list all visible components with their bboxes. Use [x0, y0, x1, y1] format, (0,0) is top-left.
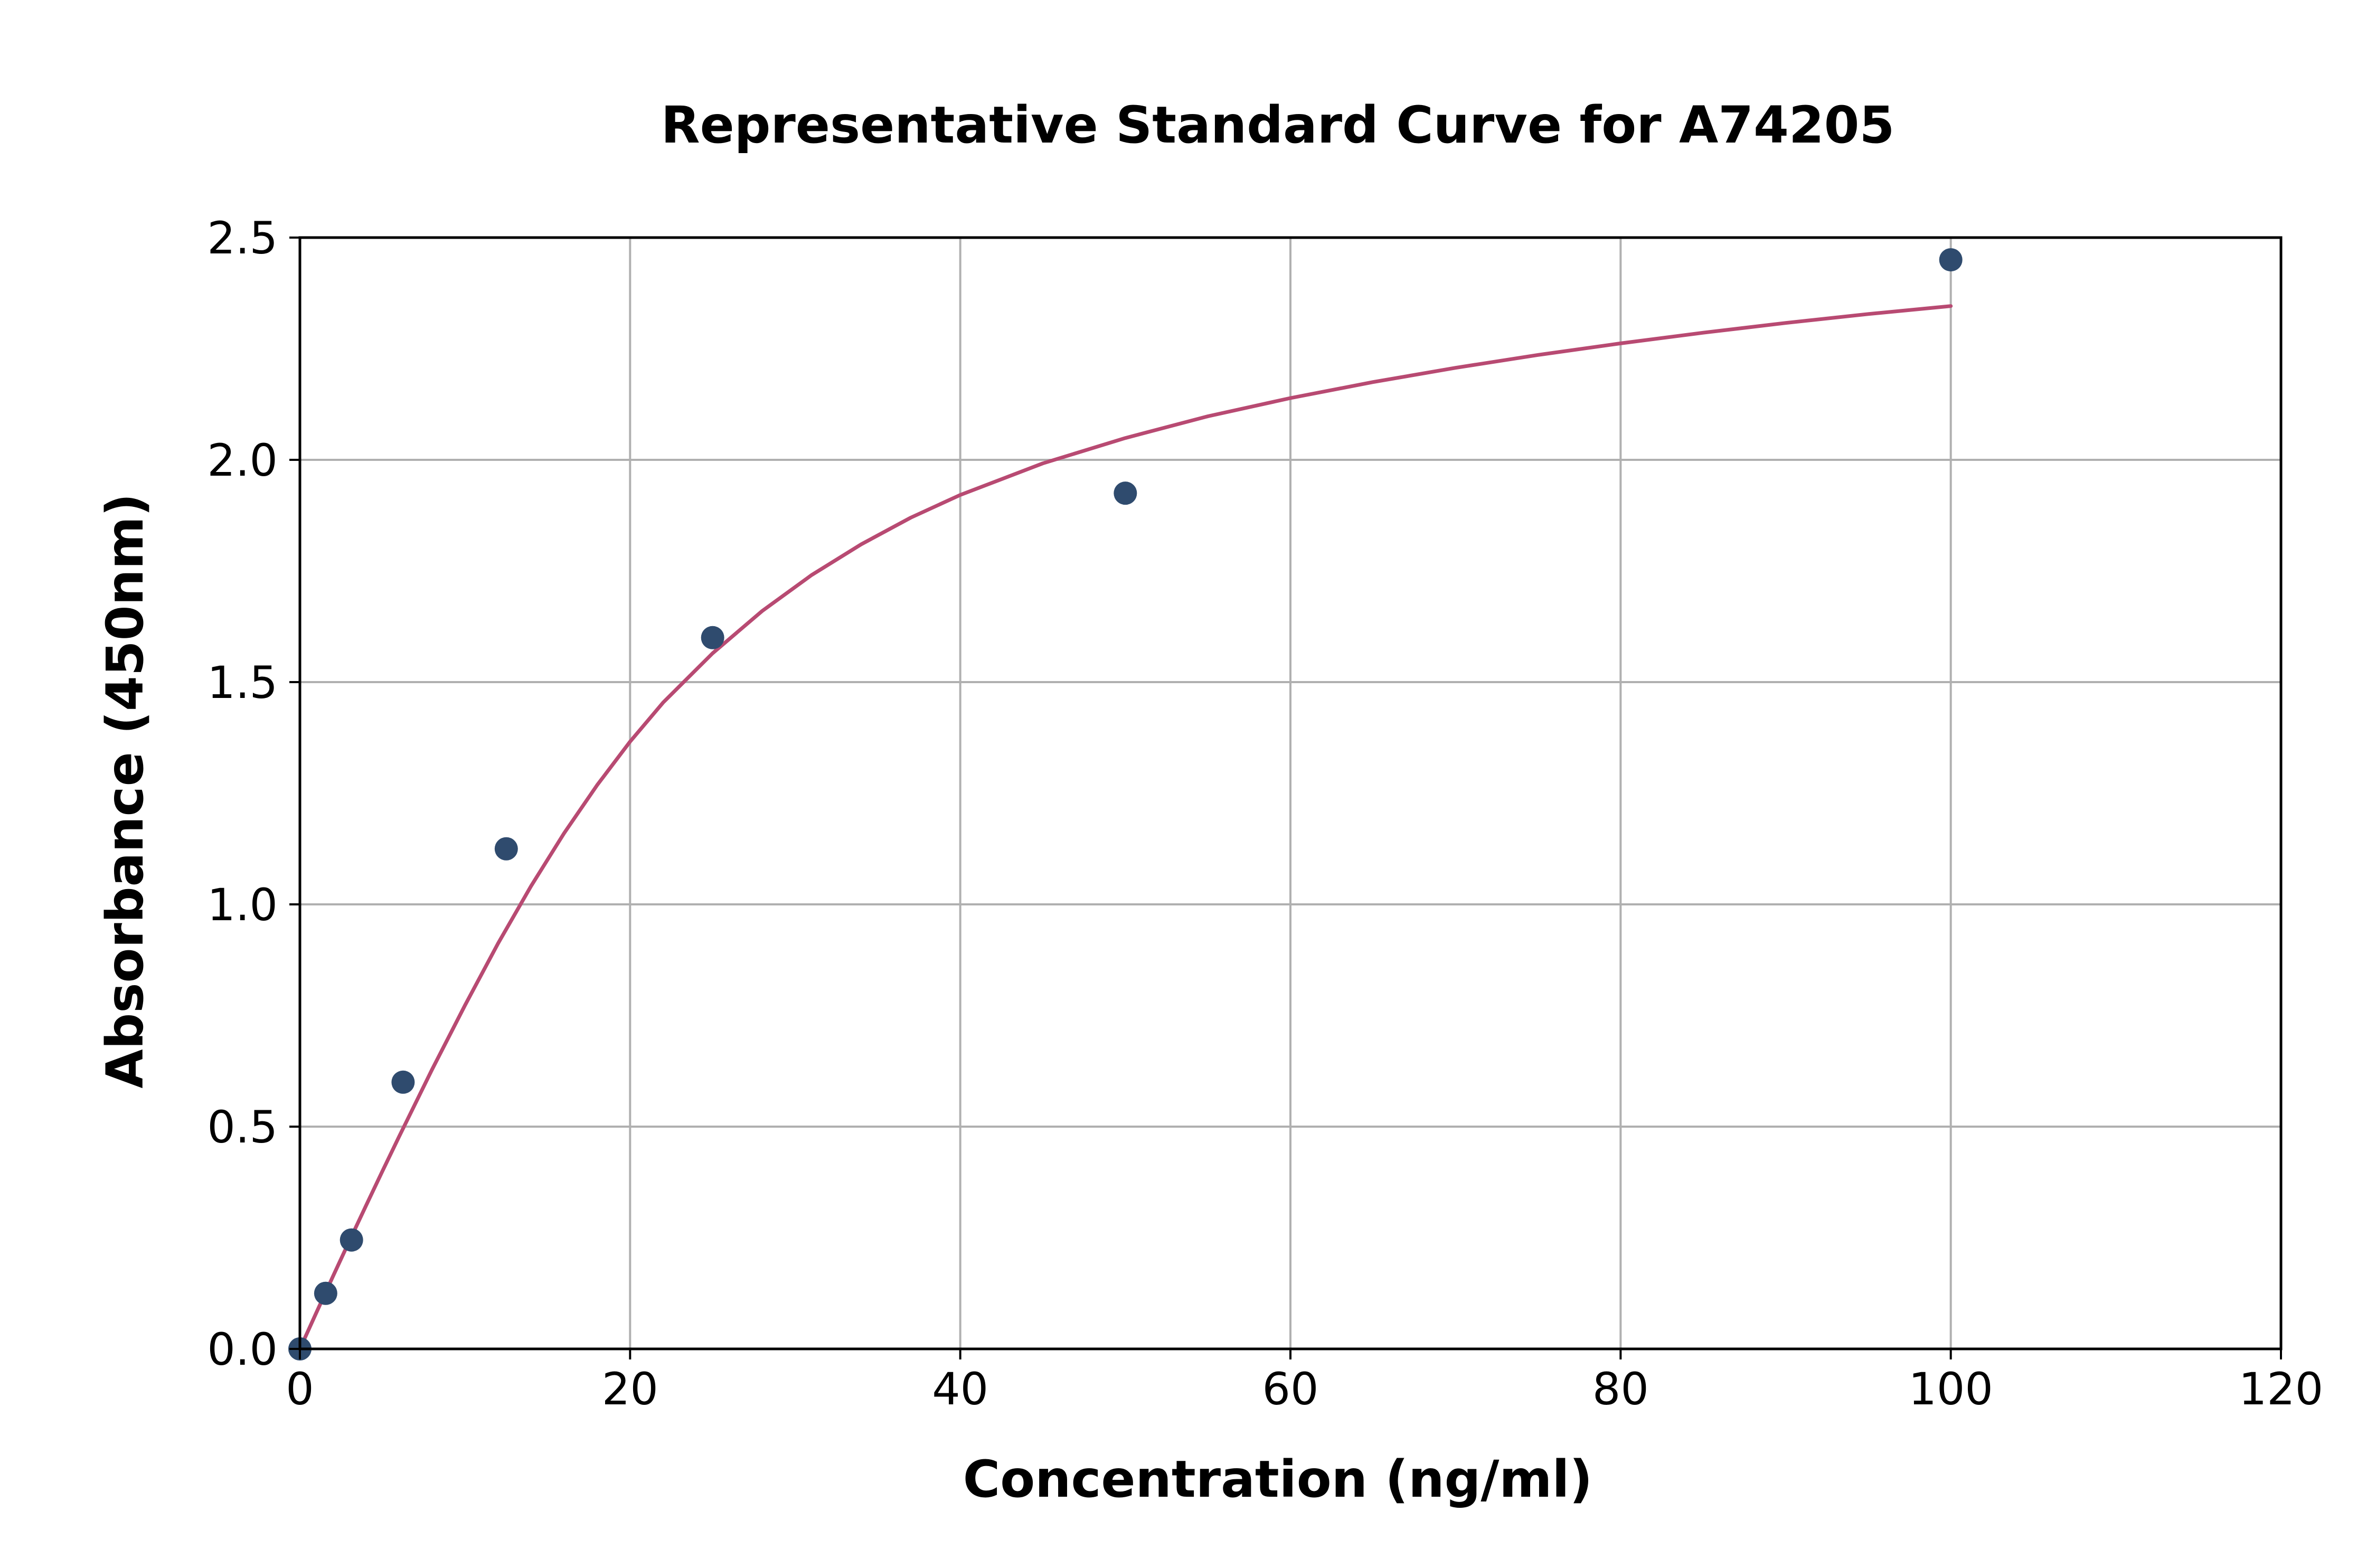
data-points-layer	[288, 248, 1963, 1361]
data-point	[1939, 248, 1963, 272]
data-point	[1114, 481, 1137, 505]
y-tick-label: 0.5	[207, 1101, 278, 1153]
x-tick-label: 100	[1908, 1363, 1993, 1415]
x-axis-label: Concentration (ng/ml)	[963, 1450, 1592, 1509]
data-point	[314, 1281, 337, 1305]
data-point	[340, 1228, 363, 1252]
fitted-curve-layer	[298, 304, 1953, 1351]
chart-title: Representative Standard Curve for A74205	[661, 96, 1895, 155]
y-tick-label: 2.5	[207, 212, 278, 264]
x-tick-label: 120	[2239, 1363, 2323, 1415]
data-point	[391, 1070, 415, 1094]
y-tick-label: 1.5	[207, 657, 278, 709]
y-tick-label: 1.0	[207, 879, 278, 931]
x-tick-label: 80	[1592, 1363, 1649, 1415]
y-tick-label: 0.0	[207, 1324, 278, 1375]
x-tick-label: 20	[602, 1363, 658, 1415]
y-axis-label: Absorbance (450nm)	[96, 493, 155, 1088]
data-point	[494, 837, 518, 861]
x-tick-label: 60	[1262, 1363, 1319, 1415]
y-tick-label: 2.0	[207, 434, 278, 486]
x-tick-label: 40	[932, 1363, 988, 1415]
x-tick-label: 0	[286, 1363, 314, 1415]
fitted-curve-line	[298, 304, 1953, 1351]
axis-ticks: 0 20 40 60 80 100 120 0.0 0.5 1.0 1.5 2.0 2.5	[207, 212, 2323, 1415]
data-point	[701, 626, 724, 649]
